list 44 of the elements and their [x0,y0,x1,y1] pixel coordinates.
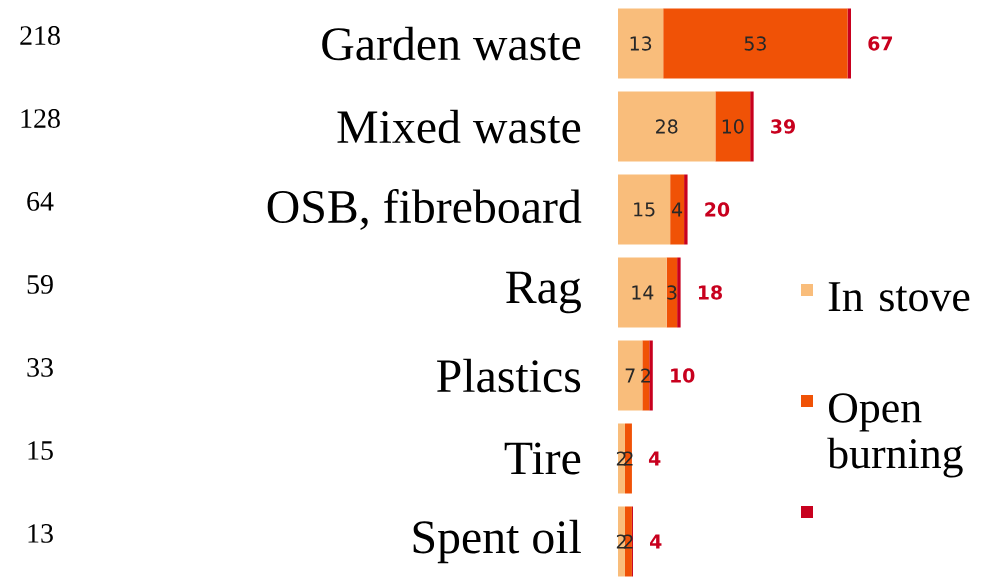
bar [684,174,688,245]
data-label: 14 [632,285,654,300]
bar [618,8,664,79]
y-tick-label: Tire [504,442,581,475]
text: 128 [21,109,60,128]
total-label: 4 [650,534,662,549]
total-label: 20 [705,202,730,217]
text: 33 [27,358,53,377]
y-tick-label: Mixed waste [337,109,581,144]
y-tick-label: Garden waste [322,26,581,61]
total-label: 39 [771,119,795,134]
bar [649,340,653,411]
bar [677,257,681,328]
text: 218 [20,26,60,45]
bar [618,340,643,411]
data-label: 15 [634,202,655,217]
y-tick-label: Rag [506,271,581,314]
bar [618,174,671,245]
data-label: 28 [656,119,678,134]
bar [715,91,751,162]
text: 59 [27,275,53,294]
y-tick-label: Plastics [437,358,581,393]
data-label: 3 [667,285,677,300]
data-label: 10 [722,119,744,134]
legend-label: Open burning [827,393,963,478]
y-tick-label: Spent oil [413,519,581,564]
text: 64 [27,192,54,211]
text: 15 [28,441,53,460]
bar [663,8,848,79]
data-label: 7 [625,368,635,383]
total-label: 4 [648,451,661,466]
bar [750,91,754,162]
bar [618,91,716,162]
y-tick-label: OSB, fibreboard [267,188,582,231]
data-label: 53 [744,36,766,51]
total-label: 67 [868,36,893,51]
bar [618,257,667,328]
data-label: 4 [672,202,683,217]
bar [670,174,685,245]
legend-label: In stove [828,282,970,312]
total-label: 10 [671,368,695,383]
total-label: 18 [698,285,722,300]
text: 13 [28,524,53,543]
data-label: 13 [630,36,652,51]
